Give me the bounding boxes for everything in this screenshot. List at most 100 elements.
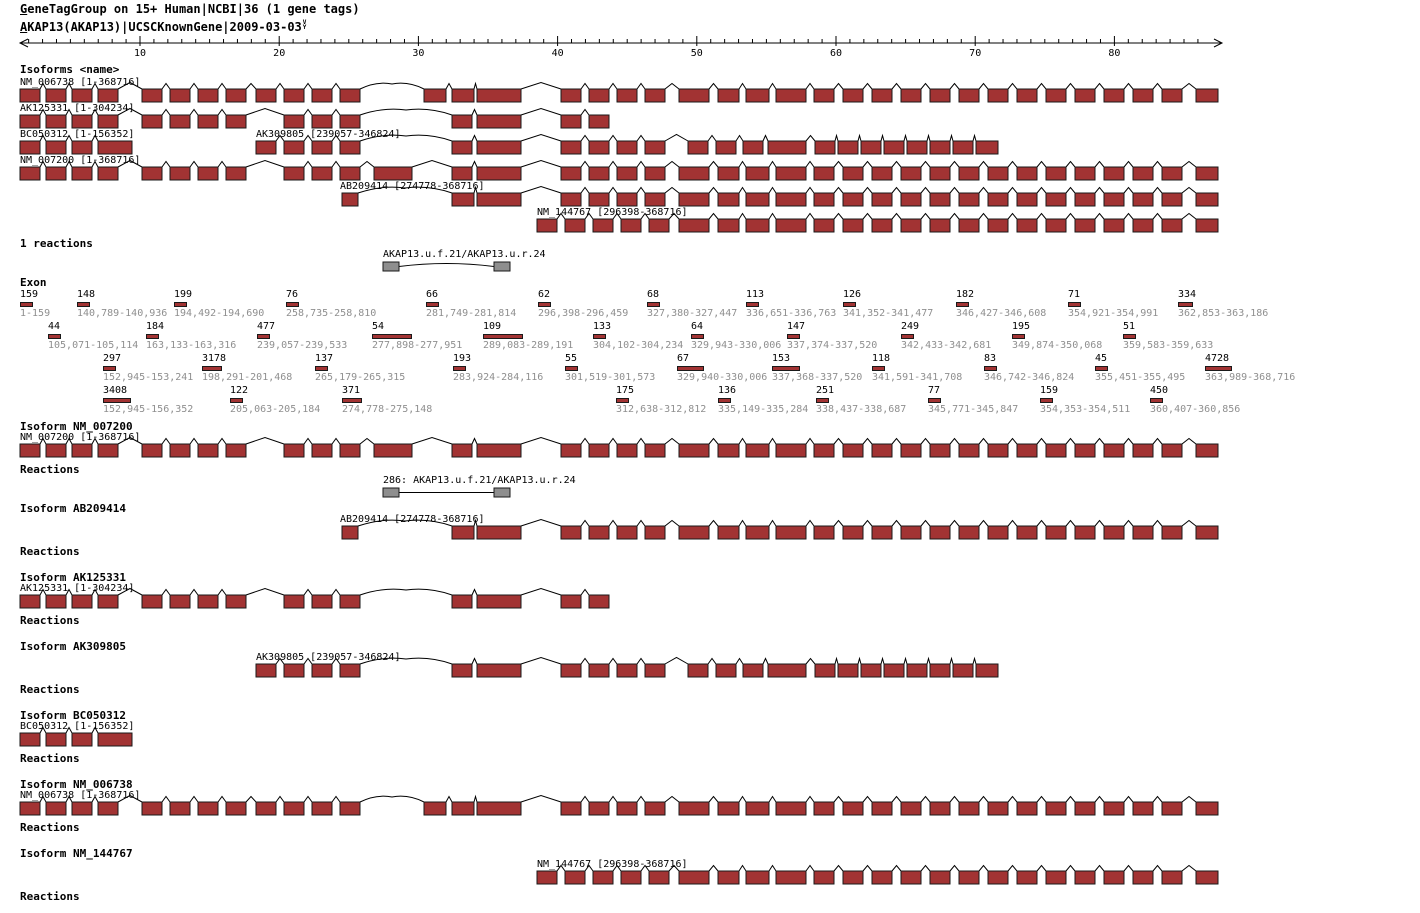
- exon-box[interactable]: [687, 140, 709, 155]
- exon-bar[interactable]: [202, 366, 222, 371]
- exon-length-label[interactable]: 193: [453, 353, 472, 364]
- exon-box[interactable]: [717, 443, 740, 458]
- exon-box[interactable]: [1132, 870, 1154, 885]
- exon-box[interactable]: [476, 663, 522, 678]
- exon-bar[interactable]: [1123, 334, 1136, 339]
- exon-box[interactable]: [860, 140, 882, 155]
- exon-box[interactable]: [141, 88, 163, 103]
- exon-box[interactable]: [283, 166, 305, 181]
- exon-box[interactable]: [1132, 443, 1154, 458]
- exon-bar[interactable]: [593, 334, 606, 339]
- exon-box[interactable]: [813, 192, 835, 207]
- exon-length-label[interactable]: 45: [1095, 353, 1108, 364]
- exon-length-label[interactable]: 297: [103, 353, 122, 364]
- exon-box[interactable]: [283, 801, 305, 816]
- exon-bar[interactable]: [843, 302, 856, 307]
- exon-length-label[interactable]: 71: [1068, 289, 1081, 300]
- exon-box[interactable]: [900, 218, 922, 233]
- exon-box[interactable]: [717, 525, 740, 540]
- exon-box[interactable]: [339, 594, 361, 609]
- exon-box[interactable]: [745, 525, 770, 540]
- exon-box[interactable]: [71, 88, 93, 103]
- exon-box[interactable]: [588, 88, 610, 103]
- exon-box[interactable]: [616, 801, 638, 816]
- exon-bar[interactable]: [984, 366, 997, 371]
- exon-length-label[interactable]: 83: [984, 353, 997, 364]
- exon-box[interactable]: [952, 140, 974, 155]
- exon-box[interactable]: [1103, 192, 1125, 207]
- exon-box[interactable]: [644, 88, 666, 103]
- exon-box[interactable]: [616, 663, 638, 678]
- exon-box[interactable]: [311, 88, 333, 103]
- exon-box[interactable]: [1045, 525, 1067, 540]
- exon-box[interactable]: [1103, 218, 1125, 233]
- exon-box[interactable]: [678, 192, 710, 207]
- exon-box[interactable]: [687, 663, 709, 678]
- exon-box[interactable]: [311, 594, 333, 609]
- exon-box[interactable]: [871, 870, 893, 885]
- exon-box[interactable]: [1074, 443, 1096, 458]
- exon-box[interactable]: [255, 88, 277, 103]
- exon-box[interactable]: [560, 663, 582, 678]
- exon-box[interactable]: [197, 443, 219, 458]
- exon-box[interactable]: [678, 525, 710, 540]
- exon-box[interactable]: [560, 443, 582, 458]
- exon-box[interactable]: [1045, 443, 1067, 458]
- exon-box[interactable]: [560, 801, 582, 816]
- exon-box[interactable]: [225, 88, 247, 103]
- exon-box[interactable]: [1045, 192, 1067, 207]
- exon-box[interactable]: [1103, 870, 1125, 885]
- isoform-label-AK125331[interactable]: AK125331 [1-304234]: [20, 583, 135, 594]
- exon-bar[interactable]: [257, 334, 270, 339]
- exon-length-label[interactable]: 62: [538, 289, 551, 300]
- exon-box[interactable]: [929, 166, 951, 181]
- exon-box[interactable]: [588, 801, 610, 816]
- exon-box[interactable]: [476, 192, 522, 207]
- exon-box[interactable]: [560, 594, 582, 609]
- exon-box[interactable]: [900, 88, 922, 103]
- exon-box[interactable]: [225, 114, 247, 129]
- exon-box[interactable]: [1074, 192, 1096, 207]
- exon-bar[interactable]: [20, 302, 33, 307]
- exon-box[interactable]: [19, 594, 41, 609]
- exon-box[interactable]: [900, 801, 922, 816]
- exon-box[interactable]: [197, 114, 219, 129]
- exon-bar[interactable]: [77, 302, 90, 307]
- isoform-label-NM_144767[interactable]: NM_144767 [296398-368716]: [537, 859, 688, 870]
- exon-box[interactable]: [871, 192, 893, 207]
- exon-box[interactable]: [451, 88, 475, 103]
- exon-box[interactable]: [1161, 801, 1183, 816]
- exon-bar[interactable]: [426, 302, 439, 307]
- exon-bar[interactable]: [718, 398, 731, 403]
- exon-box[interactable]: [1074, 218, 1096, 233]
- exon-box[interactable]: [742, 140, 764, 155]
- exon-box[interactable]: [451, 140, 473, 155]
- exon-box[interactable]: [837, 663, 859, 678]
- exon-box[interactable]: [339, 140, 361, 155]
- exon-length-label[interactable]: 182: [956, 289, 975, 300]
- exon-box[interactable]: [169, 166, 191, 181]
- exon-box[interactable]: [169, 88, 191, 103]
- exon-box[interactable]: [1161, 192, 1183, 207]
- exon-box[interactable]: [97, 88, 119, 103]
- exon-length-label[interactable]: 122: [230, 385, 249, 396]
- exon-box[interactable]: [1103, 166, 1125, 181]
- exon-length-label[interactable]: 3178: [202, 353, 227, 364]
- exon-box[interactable]: [45, 140, 67, 155]
- exon-bar[interactable]: [565, 366, 578, 371]
- exon-bar[interactable]: [453, 366, 466, 371]
- exon-box[interactable]: [1161, 525, 1183, 540]
- exon-box[interactable]: [1074, 166, 1096, 181]
- exon-length-label[interactable]: 251: [816, 385, 835, 396]
- exon-length-label[interactable]: 450: [1150, 385, 1169, 396]
- isoform-label-AB209414[interactable]: AB209414 [274778-368716]: [340, 181, 485, 192]
- exon-box[interactable]: [451, 663, 473, 678]
- exon-box[interactable]: [1016, 192, 1038, 207]
- exon-box[interactable]: [592, 870, 614, 885]
- exon-box[interactable]: [476, 88, 522, 103]
- exon-box[interactable]: [451, 166, 473, 181]
- exon-box[interactable]: [929, 870, 951, 885]
- exon-box[interactable]: [900, 166, 922, 181]
- exon-box[interactable]: [71, 594, 93, 609]
- isoform-label-NM_007200[interactable]: NM_007200 [1-368716]: [20, 432, 141, 443]
